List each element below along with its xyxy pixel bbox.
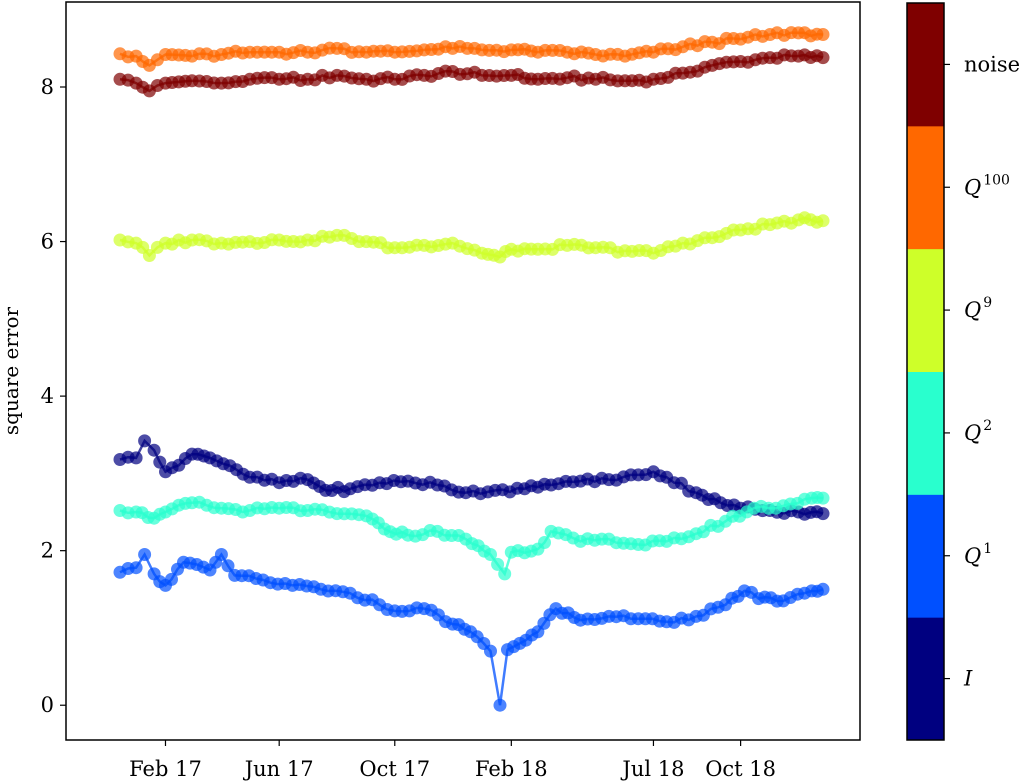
y-axis-label: square error bbox=[0, 306, 23, 435]
x-tick-label: Oct 17 bbox=[359, 757, 430, 781]
y-tick-label: 4 bbox=[41, 384, 54, 408]
colorbar: I Q 1 Q 2 Q 9 Q 100 noise bbox=[906, 2, 1020, 741]
colorbar-segment bbox=[907, 617, 944, 741]
y-tick-label: 6 bbox=[41, 230, 54, 254]
data-point bbox=[153, 455, 167, 469]
y-axis: 0 2 4 6 8 bbox=[41, 75, 66, 717]
series-noise bbox=[113, 48, 830, 98]
plot-frame bbox=[65, 1, 861, 741]
data-point bbox=[816, 51, 830, 65]
x-tick-label: Oct 18 bbox=[705, 757, 776, 781]
colorbar-segment bbox=[907, 494, 944, 618]
series-layer bbox=[113, 26, 830, 712]
y-tick-label: 8 bbox=[41, 75, 54, 99]
series-q-1 bbox=[113, 548, 830, 712]
data-point bbox=[538, 536, 551, 549]
data-point bbox=[147, 443, 161, 457]
data-point bbox=[142, 249, 156, 262]
x-tick-label: Jun 17 bbox=[243, 757, 314, 781]
data-point bbox=[221, 559, 235, 573]
data-point bbox=[491, 557, 505, 571]
colorbar-label: noise bbox=[964, 52, 1020, 76]
data-point bbox=[484, 644, 497, 658]
y-tick-label: 2 bbox=[41, 539, 54, 563]
colorbar-segment bbox=[907, 3, 944, 127]
colorbar-label: I bbox=[963, 667, 973, 691]
x-axis: Feb 17 Jun 17 Oct 17 Feb 18 Jul 18 Oct 18 bbox=[129, 740, 776, 781]
data-point bbox=[138, 548, 152, 561]
series-i bbox=[113, 434, 830, 521]
data-point bbox=[816, 28, 830, 41]
data-point bbox=[138, 434, 152, 448]
series-q-2 bbox=[113, 491, 830, 581]
data-point bbox=[816, 491, 830, 505]
x-tick-label: Feb 18 bbox=[475, 757, 548, 781]
series-q-9 bbox=[113, 211, 830, 264]
series-q-100 bbox=[113, 26, 830, 72]
colorbar-segment bbox=[907, 371, 944, 495]
colorbar-segment bbox=[907, 125, 944, 250]
x-tick-label: Feb 17 bbox=[129, 757, 202, 781]
data-point bbox=[816, 582, 830, 596]
x-tick-label: Jul 18 bbox=[620, 757, 684, 781]
data-point bbox=[816, 214, 830, 228]
y-tick-label: 0 bbox=[41, 693, 54, 717]
data-point bbox=[498, 567, 512, 581]
data-point bbox=[484, 548, 497, 561]
colorbar-segment bbox=[907, 248, 944, 372]
data-point bbox=[129, 451, 143, 465]
data-point bbox=[816, 507, 830, 521]
colorbar-frame bbox=[906, 2, 945, 741]
data-point bbox=[129, 561, 143, 575]
data-point bbox=[493, 698, 507, 712]
colorbar-label: Q 100 bbox=[964, 172, 1010, 199]
data-point bbox=[214, 548, 228, 561]
data-point bbox=[165, 572, 178, 586]
